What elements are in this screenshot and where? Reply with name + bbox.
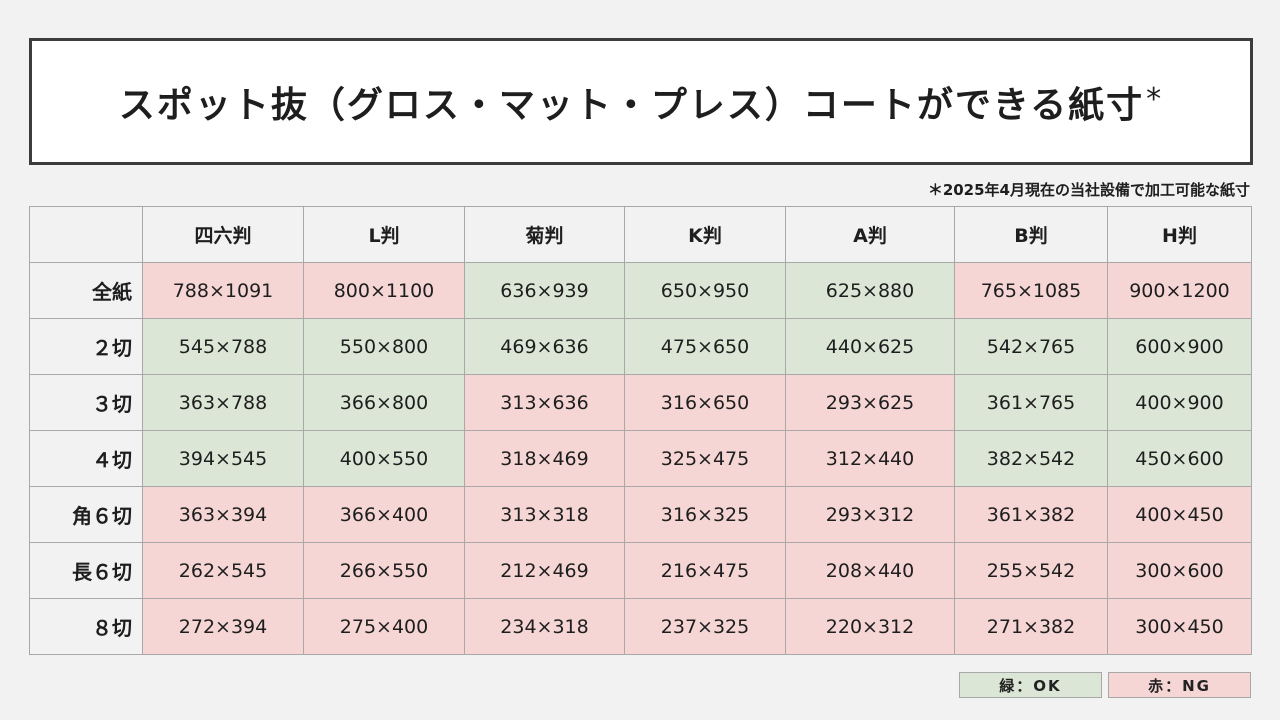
size-cell: 765×1085: [954, 262, 1108, 319]
size-cell: 800×1100: [303, 262, 465, 319]
size-cell: 300×450: [1107, 598, 1252, 655]
table-row: ８切 272×394 275×400 234×318 237×325 220×312 271…: [29, 598, 1252, 655]
header-row: 四六判 L判 菊判 K判 A判 B判 H判: [29, 206, 1252, 263]
column-header: K判: [624, 206, 786, 263]
column-header: H判: [1107, 206, 1252, 263]
size-cell: 400×450: [1107, 486, 1252, 543]
size-cell: 363×394: [142, 486, 304, 543]
size-cell: 237×325: [624, 598, 786, 655]
size-cell: 550×800: [303, 318, 465, 375]
column-header: A判: [785, 206, 955, 263]
row-header: ３切: [29, 374, 143, 431]
size-cell: 469×636: [464, 318, 625, 375]
column-header: L判: [303, 206, 465, 263]
size-cell: 255×542: [954, 542, 1108, 599]
size-cell: 220×312: [785, 598, 955, 655]
size-cell: 266×550: [303, 542, 465, 599]
legend-ok: 緑：OK: [959, 672, 1102, 698]
size-cell: 361×765: [954, 374, 1108, 431]
size-cell: 262×545: [142, 542, 304, 599]
size-cell: 212×469: [464, 542, 625, 599]
footnote: ＊2025年4月現在の当社設備で加工可能な紙寸: [927, 181, 1250, 199]
size-cell: 450×600: [1107, 430, 1252, 487]
size-cell: 650×950: [624, 262, 786, 319]
size-cell: 394×545: [142, 430, 304, 487]
size-cell: 234×318: [464, 598, 625, 655]
row-header: ４切: [29, 430, 143, 487]
size-cell: 440×625: [785, 318, 955, 375]
page-title-footnote-mark: *: [1146, 81, 1164, 117]
size-cell: 318×469: [464, 430, 625, 487]
corner-cell: [29, 206, 143, 263]
size-cell: 272×394: [142, 598, 304, 655]
size-cell: 312×440: [785, 430, 955, 487]
legend-ng: 赤：NG: [1108, 672, 1251, 698]
paper-size-table: 四六判 L判 菊判 K判 A判 B判 H判 全紙 788×1091 800×1100…: [29, 206, 1252, 655]
size-cell: 313×318: [464, 486, 625, 543]
size-cell: 400×900: [1107, 374, 1252, 431]
size-cell: 366×400: [303, 486, 465, 543]
size-cell: 382×542: [954, 430, 1108, 487]
size-cell: 313×636: [464, 374, 625, 431]
size-cell: 325×475: [624, 430, 786, 487]
row-header: 全紙: [29, 262, 143, 319]
table-row: ２切 545×788 550×800 469×636 475×650 440×625 542…: [29, 318, 1252, 375]
size-cell: 542×765: [954, 318, 1108, 375]
size-cell: 900×1200: [1107, 262, 1252, 319]
row-header: ８切: [29, 598, 143, 655]
table-body: 全紙 788×1091 800×1100 636×939 650×950 625×880 7…: [29, 262, 1252, 655]
column-header: 四六判: [142, 206, 304, 263]
row-header: 長６切: [29, 542, 143, 599]
size-cell: 275×400: [303, 598, 465, 655]
size-cell: 600×900: [1107, 318, 1252, 375]
size-cell: 300×600: [1107, 542, 1252, 599]
size-cell: 400×550: [303, 430, 465, 487]
size-cell: 366×800: [303, 374, 465, 431]
table-row: 角６切 363×394 366×400 313×318 316×325 293×312 36…: [29, 486, 1252, 543]
table-row: ３切 363×788 366×800 313×636 316×650 293×625 361…: [29, 374, 1252, 431]
table-row: 全紙 788×1091 800×1100 636×939 650×950 625×880 7…: [29, 262, 1252, 319]
page-title-text: スポット抜（グロス・マット・プレス）コートができる紙寸: [118, 84, 1145, 126]
size-cell: 625×880: [785, 262, 955, 319]
table-row: 長６切 262×545 266×550 212×469 216×475 208×440 25…: [29, 542, 1252, 599]
title-box: スポット抜（グロス・マット・プレス）コートができる紙寸*: [29, 38, 1253, 165]
size-cell: 316×325: [624, 486, 786, 543]
size-cell: 363×788: [142, 374, 304, 431]
row-header: 角６切: [29, 486, 143, 543]
size-cell: 545×788: [142, 318, 304, 375]
size-cell: 475×650: [624, 318, 786, 375]
size-cell: 271×382: [954, 598, 1108, 655]
size-cell: 316×650: [624, 374, 786, 431]
size-cell: 788×1091: [142, 262, 304, 319]
size-cell: 208×440: [785, 542, 955, 599]
size-cell: 216×475: [624, 542, 786, 599]
table-row: ４切 394×545 400×550 318×469 325×475 312×440 382…: [29, 430, 1252, 487]
size-cell: 293×625: [785, 374, 955, 431]
size-cell: 636×939: [464, 262, 625, 319]
page-title: スポット抜（グロス・マット・プレス）コートができる紙寸*: [119, 76, 1163, 128]
size-cell: 361×382: [954, 486, 1108, 543]
size-cell: 293×312: [785, 486, 955, 543]
row-header: ２切: [29, 318, 143, 375]
column-header: 菊判: [464, 206, 625, 263]
column-header: B判: [954, 206, 1108, 263]
